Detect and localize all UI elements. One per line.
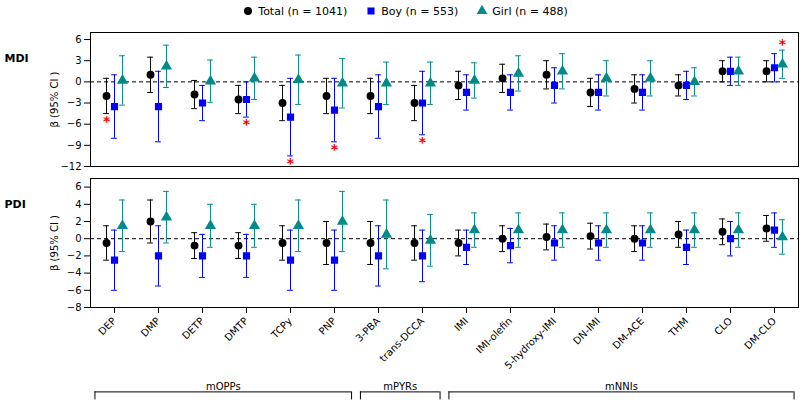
svg-text:TCPy: TCPy xyxy=(268,315,294,341)
svg-text:trans-DCCA: trans-DCCA xyxy=(378,315,427,364)
svg-text:6: 6 xyxy=(75,181,81,192)
svg-text:MDI: MDI xyxy=(5,52,29,65)
svg-text:−9: −9 xyxy=(67,140,82,151)
svg-text:−3: −3 xyxy=(67,97,82,108)
svg-text:*: * xyxy=(419,134,427,150)
svg-text:0: 0 xyxy=(75,233,81,244)
svg-text:−8: −8 xyxy=(67,302,82,313)
svg-text:4: 4 xyxy=(75,199,81,210)
svg-text:−12: −12 xyxy=(60,161,81,172)
svg-text:mPYRs: mPYRs xyxy=(383,381,417,392)
svg-text:DEP: DEP xyxy=(96,315,118,337)
svg-text:−2: −2 xyxy=(67,250,82,261)
svg-text:PNP: PNP xyxy=(317,315,339,337)
svg-text:2: 2 xyxy=(75,216,81,227)
svg-text:CLO: CLO xyxy=(712,315,734,337)
svg-text:DMTP: DMTP xyxy=(222,315,250,343)
html-text:Boy (n = 553): Boy (n = 553) xyxy=(381,4,459,18)
svg-text:IMI-olefin: IMI-olefin xyxy=(474,315,514,355)
svg-text:DETP: DETP xyxy=(180,315,206,341)
svg-text:−6: −6 xyxy=(67,118,82,129)
svg-text:3-PBA: 3-PBA xyxy=(353,315,382,344)
svg-text:THM: THM xyxy=(666,315,690,339)
html-text:Girl (n = 488): Girl (n = 488) xyxy=(492,4,568,18)
svg-text:mNNIs: mNNIs xyxy=(605,381,638,392)
svg-text:0: 0 xyxy=(75,76,81,87)
svg-text:DMP: DMP xyxy=(139,315,163,339)
svg-text:−6: −6 xyxy=(67,285,82,296)
svg-text:*: * xyxy=(331,141,339,157)
svg-text:*: * xyxy=(243,116,251,132)
svg-text:IMI: IMI xyxy=(452,315,470,333)
svg-text:β (95% CI ): β (95% CI ) xyxy=(49,215,60,271)
svg-text:β (95% CI ): β (95% CI ) xyxy=(49,71,60,127)
svg-text:*: * xyxy=(103,113,111,129)
svg-text:PDI: PDI xyxy=(5,198,26,211)
html-text:Total (n = 1041): Total (n = 1041) xyxy=(258,4,348,18)
svg-text:−4: −4 xyxy=(67,267,82,278)
svg-text:6: 6 xyxy=(75,34,81,45)
svg-text:3: 3 xyxy=(75,55,81,66)
svg-text:*: * xyxy=(779,36,787,52)
svg-text:5-hydroxy-IMI: 5-hydroxy-IMI xyxy=(502,315,558,371)
svg-text:*: * xyxy=(287,155,295,171)
svg-text:DM-CLO: DM-CLO xyxy=(742,315,778,351)
svg-text:DM-ACE: DM-ACE xyxy=(610,315,646,351)
svg-text:DN-IMI: DN-IMI xyxy=(571,315,602,346)
svg-text:mOPPs: mOPPs xyxy=(206,381,241,392)
